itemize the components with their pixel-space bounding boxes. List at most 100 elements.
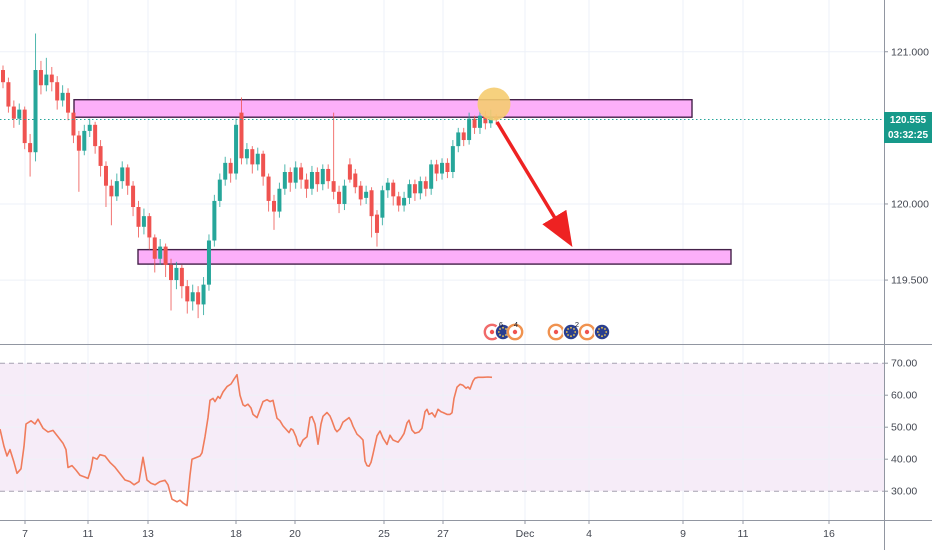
- candle-body: [412, 184, 417, 194]
- rsi-label: 40.00: [891, 454, 917, 466]
- candle-body: [152, 237, 157, 259]
- highlight-circle[interactable]: [477, 87, 511, 121]
- candle-body: [125, 167, 130, 186]
- last-price-badge[interactable]: 120.555: [884, 112, 932, 128]
- candle-body: [423, 181, 428, 189]
- time-label: 27: [437, 528, 449, 540]
- candle-body: [472, 118, 477, 128]
- time-label: 4: [586, 528, 592, 540]
- eu-flag-star: [499, 328, 501, 330]
- price-axis[interactable]: 121.000 120.000 119.500 70.00 60.00 50.00 40.0…: [884, 46, 929, 498]
- event-markers[interactable]: 6 4 2: [483, 320, 611, 341]
- rsi-line[interactable]: [0, 373, 493, 507]
- time-label: 9: [680, 528, 686, 540]
- candle-body: [66, 92, 71, 113]
- candle-body: [402, 197, 407, 206]
- event-count: 4: [514, 320, 518, 329]
- candle-body: [326, 168, 331, 182]
- candle-body: [174, 267, 179, 281]
- candle-body: [44, 74, 49, 86]
- candle-body: [299, 167, 304, 180]
- rsi-label: 50.00: [891, 422, 917, 434]
- candle-body: [228, 162, 233, 174]
- event-count: 6: [499, 320, 503, 329]
- eu-flag-star: [502, 326, 504, 329]
- eu-flag-star: [601, 335, 603, 338]
- rsi-label: 60.00: [891, 390, 917, 402]
- candle-body: [185, 286, 190, 302]
- candle-body: [141, 216, 146, 227]
- candle-body: [337, 191, 342, 204]
- candle-body: [385, 182, 390, 191]
- resistance-zone[interactable]: [73, 98, 693, 118]
- candle-body: [71, 112, 76, 136]
- trend-arrow[interactable]: [495, 121, 573, 247]
- candle-body: [358, 185, 363, 200]
- candle-body: [288, 172, 293, 183]
- candle-body: [120, 167, 125, 182]
- candle-body: [429, 164, 434, 189]
- price-label: 121.000: [891, 46, 929, 58]
- eu-flag-star: [574, 331, 577, 333]
- eu-flag-star: [604, 334, 606, 336]
- candle-body: [244, 149, 249, 159]
- time-label: 11: [83, 528, 94, 540]
- candle-body: [206, 240, 211, 285]
- candle-body: [467, 118, 472, 141]
- candle-body: [93, 124, 98, 147]
- candle-body: [217, 179, 222, 201]
- eu-flag-star: [567, 328, 569, 330]
- candle-body: [55, 82, 60, 101]
- candle-body: [109, 185, 114, 197]
- candle-body: [76, 135, 81, 151]
- candle-body: [277, 188, 282, 212]
- time-label: 7: [22, 528, 28, 540]
- eu-flag-star: [505, 328, 507, 330]
- event-dot: [584, 329, 590, 335]
- candle-body: [136, 207, 141, 227]
- candle-body: [163, 246, 168, 265]
- candle-body: [445, 162, 450, 172]
- candle-body: [179, 267, 184, 287]
- candle-body: [450, 146, 455, 172]
- candle-body: [190, 292, 195, 302]
- candle-body: [364, 191, 369, 198]
- candle-body: [169, 264, 174, 281]
- eu-flag-star: [598, 334, 600, 336]
- candle-body: [342, 185, 347, 204]
- candle-body: [1, 70, 5, 83]
- candle-body: [353, 173, 358, 188]
- rsi-label: 30.00: [891, 486, 917, 498]
- candle-body: [98, 146, 103, 166]
- candle-body: [272, 200, 276, 212]
- price-label: 120.000: [891, 198, 929, 210]
- candle-body: [196, 292, 201, 305]
- event-dot: [489, 329, 495, 335]
- eu-flag-star: [497, 331, 500, 333]
- candle-body: [82, 130, 87, 151]
- candle-body: [33, 70, 38, 153]
- candle-body: [440, 162, 445, 174]
- time-label: 25: [378, 528, 390, 540]
- candle-body: [309, 172, 314, 189]
- time-label: 16: [823, 528, 835, 540]
- eu-flag-star: [573, 328, 575, 330]
- eu-flag-star: [570, 326, 572, 329]
- candle-body: [461, 132, 466, 141]
- eu-flag-star: [567, 334, 569, 336]
- time-label: 11: [738, 528, 749, 540]
- candle-body: [266, 176, 271, 201]
- candle-body: [315, 172, 320, 185]
- time-label: 18: [230, 528, 242, 540]
- candle-body: [418, 181, 423, 194]
- candle-body: [407, 184, 412, 198]
- eu-flag-star: [598, 328, 600, 330]
- support-zone[interactable]: [137, 248, 732, 265]
- time-axis[interactable]: 7 11 13 18 20 25 27 Dec 4 9 11 16: [22, 520, 835, 540]
- candle-body: [331, 181, 336, 192]
- rsi-label: 70.00: [891, 358, 917, 370]
- candle-body: [391, 182, 396, 197]
- candle-body: [282, 172, 287, 189]
